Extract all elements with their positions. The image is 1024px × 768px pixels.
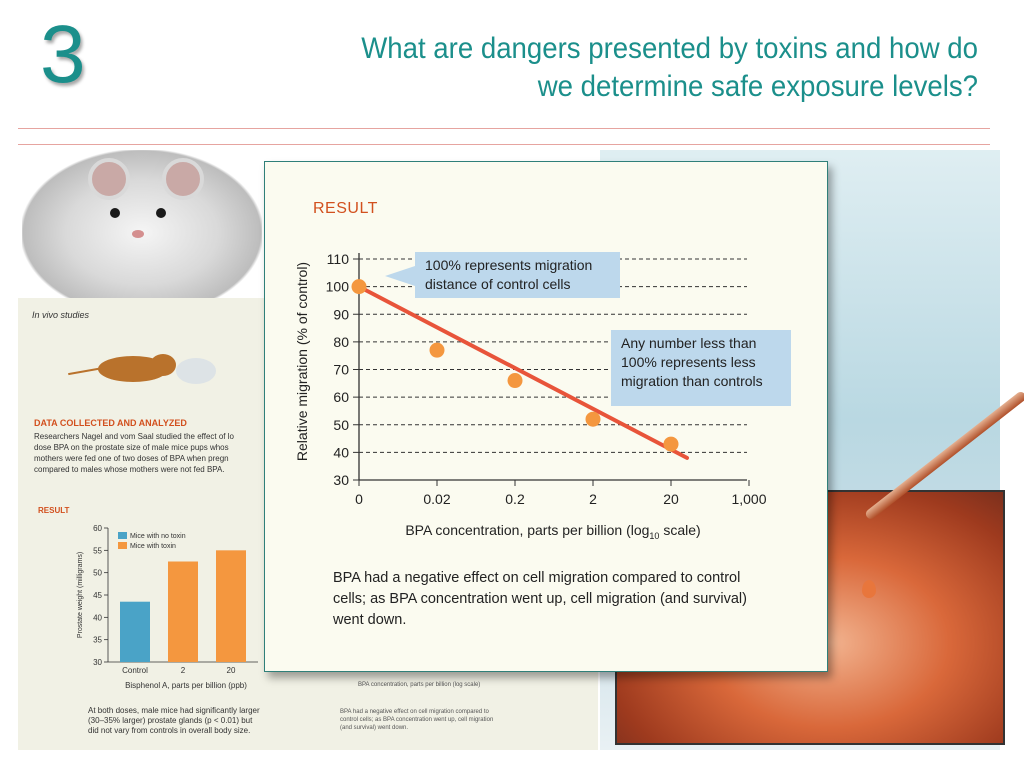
hamster-nose <box>132 230 144 238</box>
bar <box>216 550 246 662</box>
bar-y-tick-label: 60 <box>93 524 102 533</box>
prostate-bar-chart: 30 35 40 45 50 55 60 Control 2 20 Bisphenol A, par… <box>77 524 258 690</box>
data-point <box>507 373 523 389</box>
x-tick-label: 0.2 <box>505 491 525 507</box>
y-tick-label: 60 <box>333 389 349 405</box>
legend-label-no-toxin: Mice with no toxin <box>130 533 186 540</box>
bar-y-tick-label: 55 <box>93 546 102 555</box>
x-axis-label-main: BPA concentration, parts per billion (lo… <box>405 522 649 538</box>
bar-x-tick-label: Control <box>122 666 148 675</box>
title-rule-bottom <box>18 144 990 145</box>
callout-less-migration: Any number less than 100% represents les… <box>611 330 791 406</box>
legend-swatch-toxin <box>118 542 127 549</box>
bar-x-tick-label: 2 <box>181 666 186 675</box>
bar-y-tick-label: 30 <box>93 658 102 667</box>
y-tick-label: 50 <box>333 417 349 433</box>
ghost-xlabel: BPA concentration, parts per billion (lo… <box>358 682 481 688</box>
mouse-head <box>150 354 176 376</box>
hamster-image <box>22 150 262 300</box>
migration-scatter-chart: 30 40 50 60 70 80 90 100 110 0 0.02 0.2 2 20 1,000 BPA … <box>294 251 767 541</box>
panel-caption: BPA had a negative effect on cell migrat… <box>333 570 747 628</box>
bar-y-tick-label: 45 <box>93 591 102 600</box>
data-point <box>585 411 601 427</box>
legend-swatch-no-toxin <box>118 532 127 539</box>
x-tick-label: 0 <box>355 491 363 507</box>
y-tick-label: 110 <box>327 251 350 267</box>
bar-chart-caption: At both doses, male mice had significant… <box>88 706 260 735</box>
y-tick-label: 90 <box>333 306 349 322</box>
bar-x-tick-label: 20 <box>227 666 236 675</box>
slide-number: 3 <box>40 9 86 100</box>
result-panel: RESULT 30 40 50 60 70 80 90 100 110 0 0.02 0.2 2 20 1,… <box>264 161 828 672</box>
textbook-result-label: RESULT <box>38 506 70 515</box>
bar <box>120 601 150 662</box>
x-tick-label: 0.02 <box>423 491 450 507</box>
bar-y-axis-label: Prostate weight (milligrams) <box>77 552 84 638</box>
x-axis-label-subscript: 10 <box>649 531 659 541</box>
data-point <box>351 279 367 295</box>
data-point <box>663 436 679 452</box>
mouse-illustration <box>68 348 216 388</box>
textbook-data-title: DATA COLLECTED AND ANALYZED <box>34 418 187 428</box>
slide-title: What are dangers presented by toxins and… <box>361 32 978 103</box>
hamster-eye-right <box>156 208 166 218</box>
drop-graphic <box>862 580 876 598</box>
x-tick-label: 1,000 <box>731 491 766 507</box>
trend-line <box>357 284 689 460</box>
textbook-data-text: Researchers Nagel and vom Saal studied t… <box>34 432 234 474</box>
x-axis-label: BPA concentration, parts per billion (lo… <box>405 522 700 541</box>
title-rule-top <box>18 128 990 129</box>
legend-label-toxin: Mice with toxin <box>130 543 176 550</box>
y-tick-label: 30 <box>333 472 349 488</box>
bar <box>168 561 198 662</box>
x-tick-label: 2 <box>589 491 597 507</box>
y-axis-label: Relative migration (% of control) <box>294 262 310 461</box>
y-tick-label: 70 <box>333 362 349 378</box>
bar-y-tick-label: 40 <box>93 613 102 622</box>
callout-control-cells: 100% represents migration distance of co… <box>385 252 620 298</box>
hamster-ear-right <box>162 158 204 200</box>
data-point <box>429 342 445 358</box>
hamster-eye-left <box>110 208 120 218</box>
bar-y-tick-label: 35 <box>93 636 102 645</box>
x-tick-label: 20 <box>663 491 679 507</box>
textbook-heading: In vivo studies <box>32 310 90 320</box>
ghost-caption: BPA had a negative effect on cell migrat… <box>340 709 494 731</box>
bar-x-axis-label: Bisphenol A, parts per billion (ppb) <box>125 681 247 690</box>
bar-y-tick-label: 50 <box>93 569 102 578</box>
y-tick-label: 100 <box>326 279 350 295</box>
x-axis-label-end: scale) <box>659 522 700 538</box>
hamster-ear-left <box>88 158 130 200</box>
panel-result-label: RESULT <box>313 200 378 217</box>
y-tick-label: 80 <box>333 334 349 350</box>
mouse-shadow <box>176 358 216 384</box>
y-tick-label: 40 <box>333 444 349 460</box>
